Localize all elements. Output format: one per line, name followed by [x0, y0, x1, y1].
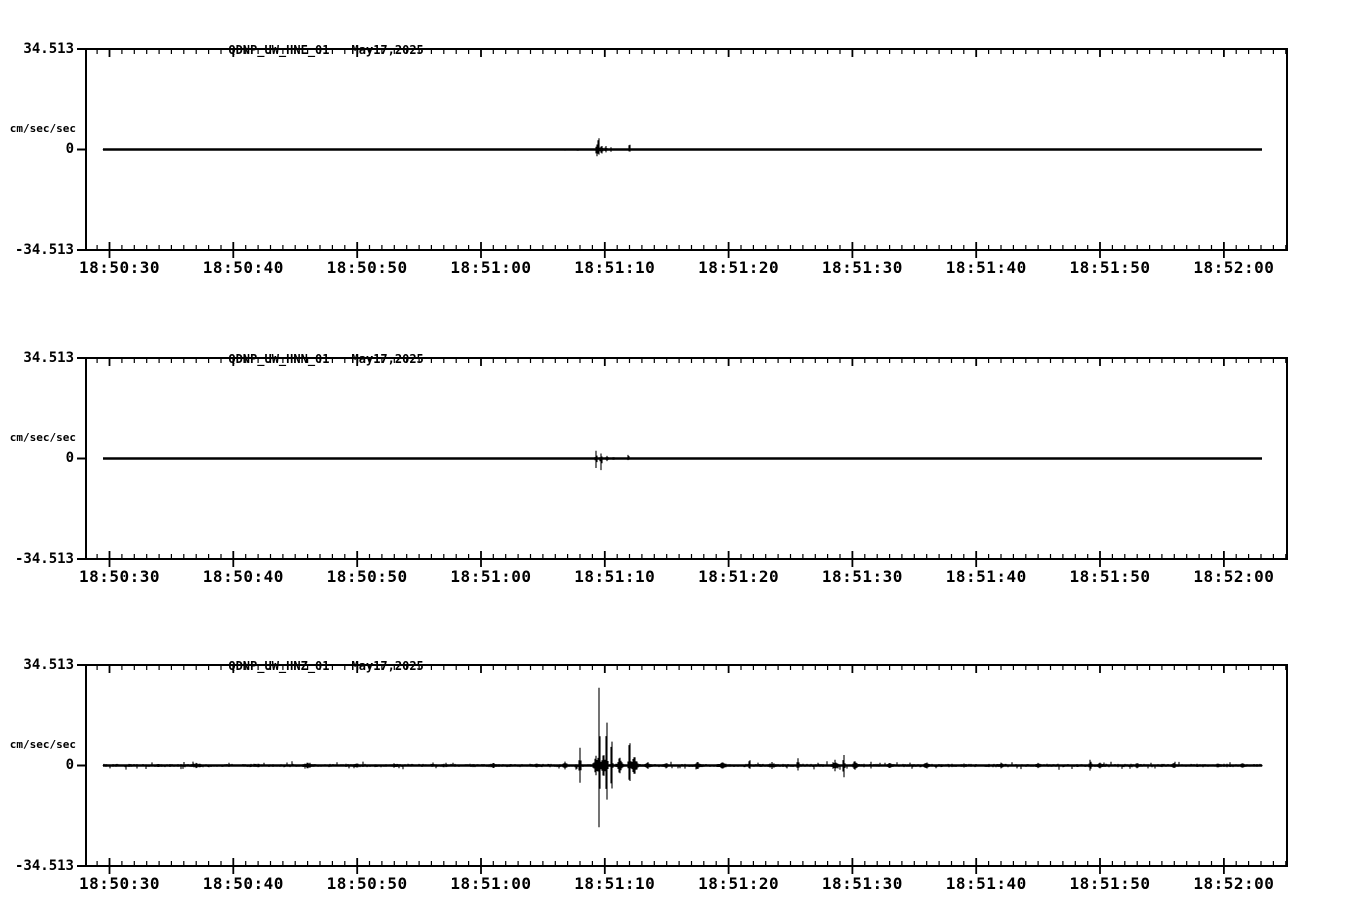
x-tick-label: 18:51:10 [574, 567, 656, 586]
seismogram-channel-hnz: QDNP_UW_HNZ_01 May17,2025 34.513 cm/sec/s… [0, 616, 1358, 924]
y-tick-label-zero: 0 [65, 141, 74, 157]
x-tick-label: 18:52:00 [1193, 874, 1275, 893]
x-tick-label: 18:51:30 [821, 874, 903, 893]
x-tick-label: 18:51:10 [574, 258, 656, 277]
y-tick-label-min: -34.513 [14, 242, 74, 258]
x-tick-label: 18:52:00 [1193, 567, 1275, 586]
x-tick-label: 18:51:40 [945, 567, 1027, 586]
x-major-ticks [108, 358, 1225, 567]
y-axis-unit-label: cm/sec/sec [9, 122, 76, 135]
x-tick-label: 18:51:40 [945, 258, 1027, 277]
x-tick-label: 18:51:20 [698, 874, 780, 893]
x-minor-ticks [96, 665, 1287, 866]
waveform-trace [102, 138, 1260, 157]
y-ticks [77, 357, 86, 560]
x-major-ticks [108, 665, 1225, 874]
y-tick-label-max: 34.513 [23, 350, 74, 366]
x-tick-label: 18:50:40 [202, 874, 284, 893]
seismogram-plot [77, 48, 1288, 258]
x-tick-label: 18:50:50 [326, 258, 408, 277]
x-tick-label: 18:51:30 [821, 567, 903, 586]
x-tick-label: 18:51:50 [1069, 567, 1151, 586]
x-tick-label: 18:52:00 [1193, 258, 1275, 277]
x-minor-ticks [96, 358, 1287, 559]
x-tick-label: 18:51:50 [1069, 874, 1151, 893]
seismogram-channel-hne: QDNP_UW_HNE_01 May17,2025 34.513 cm/sec/s… [0, 0, 1358, 310]
x-tick-label: 18:51:00 [450, 567, 532, 586]
x-tick-label: 18:51:50 [1069, 258, 1151, 277]
y-ticks [77, 48, 86, 251]
x-tick-label: 18:51:30 [821, 258, 903, 277]
x-tick-label: 18:50:40 [202, 258, 284, 277]
seismogram-plot [77, 664, 1288, 874]
x-tick-label: 18:50:40 [202, 567, 284, 586]
x-tick-label: 18:50:30 [78, 874, 161, 893]
seismogram-channel-hnn: QDNP_UW_HNN_01 May17,2025 34.513 cm/sec/s… [0, 309, 1358, 619]
waveform-trace [105, 450, 1259, 471]
x-tick-label: 18:50:30 [78, 258, 161, 277]
y-tick-label-zero: 0 [65, 757, 74, 773]
y-axis-unit-label: cm/sec/sec [9, 738, 76, 751]
y-ticks [77, 664, 86, 867]
y-tick-label-zero: 0 [65, 450, 74, 466]
x-tick-label: 18:51:10 [574, 874, 656, 893]
x-tick-label: 18:50:50 [326, 567, 408, 586]
waveform-trace [102, 687, 1263, 828]
x-tick-label: 18:50:50 [326, 874, 408, 893]
x-tick-label: 18:51:20 [698, 258, 780, 277]
y-axis-unit-label: cm/sec/sec [9, 431, 76, 444]
x-tick-label: 18:51:00 [450, 258, 532, 277]
seismogram-plot [77, 357, 1288, 567]
x-tick-label: 18:51:00 [450, 874, 532, 893]
y-tick-label-min: -34.513 [14, 551, 74, 567]
x-tick-label: 18:50:30 [78, 567, 161, 586]
x-major-ticks [108, 49, 1225, 258]
y-tick-label-max: 34.513 [23, 657, 74, 673]
x-minor-ticks [96, 49, 1287, 250]
x-tick-label: 18:51:40 [945, 874, 1027, 893]
x-tick-label: 18:51:20 [698, 567, 780, 586]
y-tick-label-min: -34.513 [14, 858, 74, 874]
y-tick-label-max: 34.513 [23, 41, 74, 57]
